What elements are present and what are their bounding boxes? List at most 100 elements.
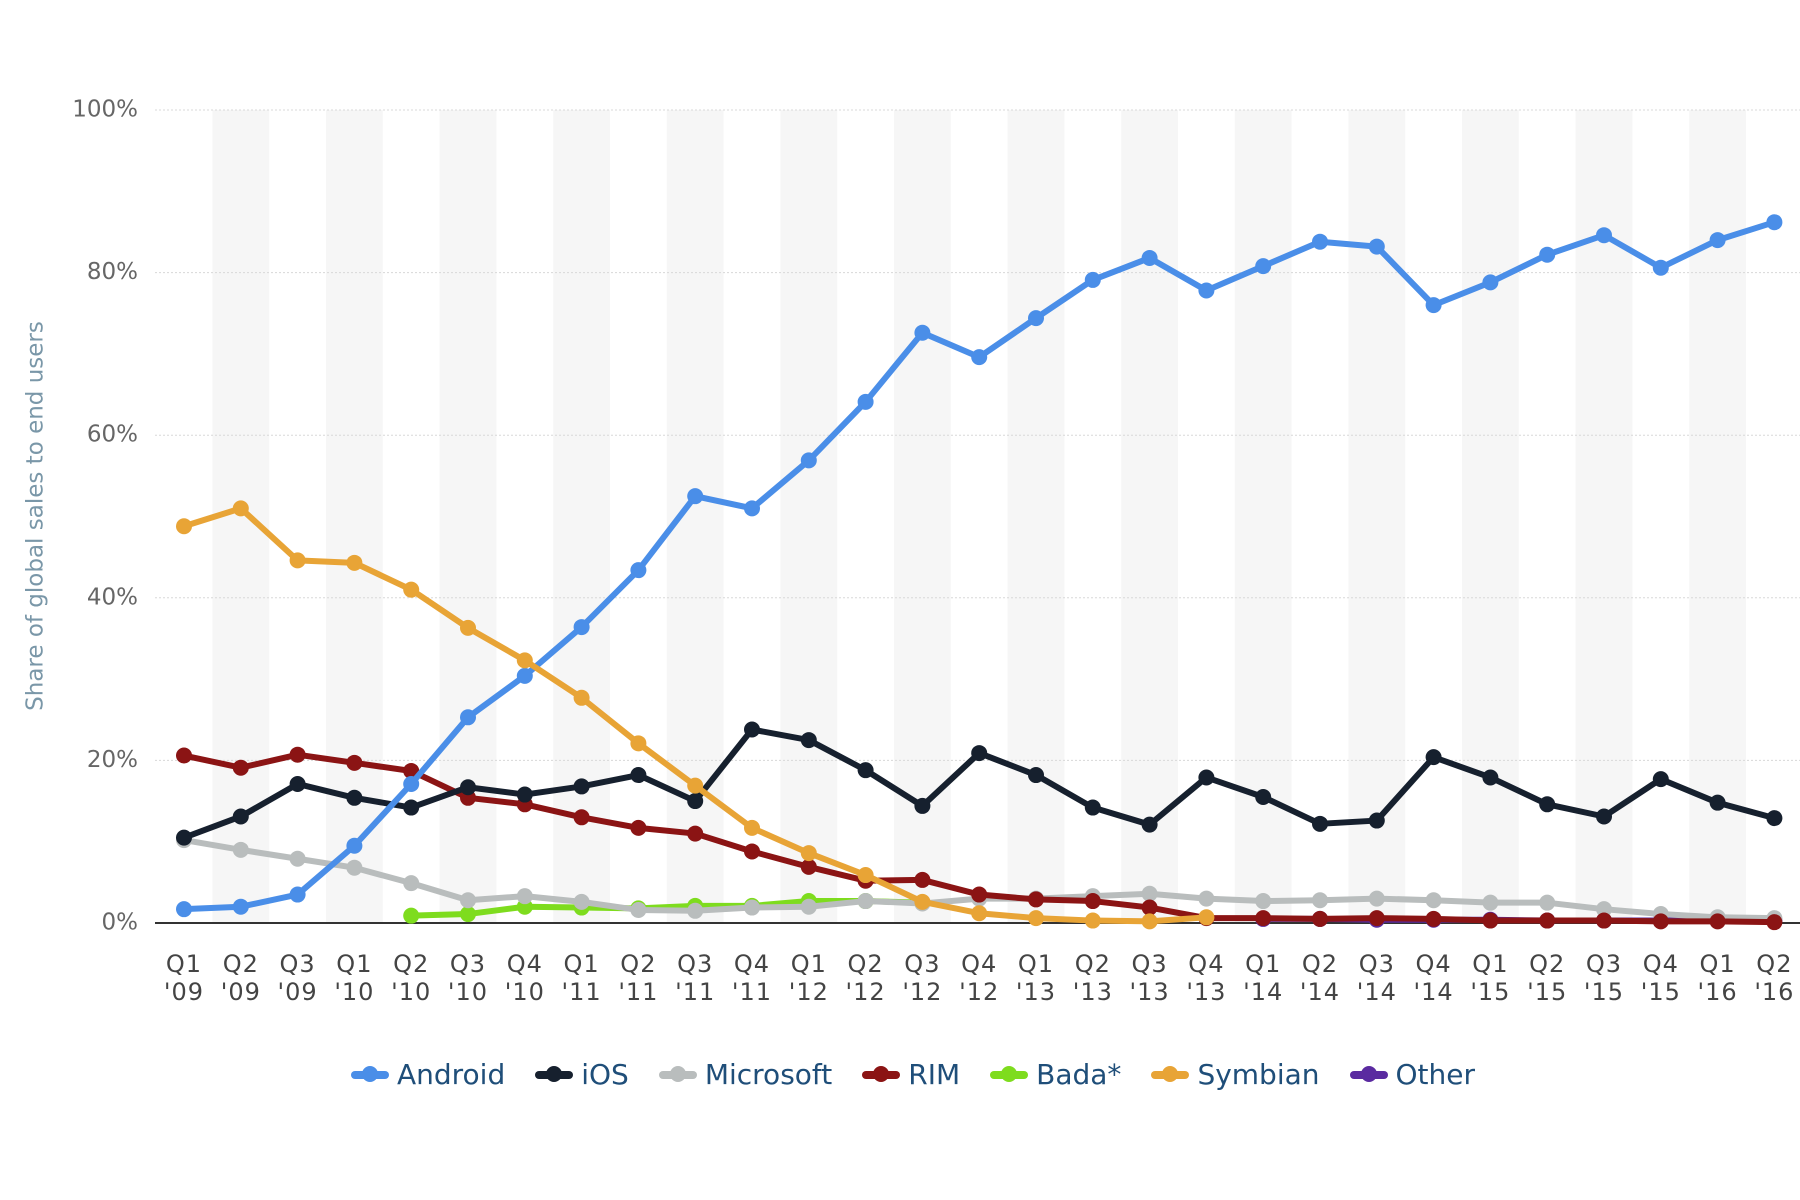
x-tick-label: Q4 '15 [1640,950,1681,1006]
marker [1425,910,1442,927]
marker [857,393,874,410]
marker [687,825,704,842]
marker [573,809,590,826]
x-tick-label: Q1 '16 [1697,950,1738,1006]
legend-item[interactable]: Android [350,1058,505,1091]
x-tick-label: Q4 '14 [1413,950,1454,1006]
marker [1368,890,1385,907]
marker [1084,271,1101,288]
marker [1709,913,1726,930]
marker [1084,893,1101,910]
marker [1596,227,1612,244]
x-tick-label: Q3 '14 [1356,950,1397,1006]
legend-label: Microsoft [704,1058,833,1091]
marker [460,892,476,909]
marker [744,819,760,836]
marker [744,500,760,517]
x-tick-label: Q2 '13 [1072,950,1113,1006]
marker [1084,912,1101,929]
marker [971,745,988,762]
legend-label: iOS [581,1058,629,1091]
marker [914,871,931,888]
x-tick-label: Q1 '10 [334,950,375,1006]
legend-swatch [1151,1065,1190,1082]
marker [1596,912,1612,929]
legend-item[interactable]: iOS [535,1058,629,1091]
column-band [1121,110,1178,923]
marker [232,898,249,915]
marker [1539,796,1556,813]
marker [346,859,363,876]
marker [516,786,533,803]
marker [176,518,192,535]
x-tick-label: Q1 '09 [163,950,205,1006]
marker [1198,890,1215,907]
marker [1425,892,1442,909]
legend-item[interactable]: Symbian [1151,1058,1320,1091]
x-tick-label: Q2 '15 [1527,950,1568,1006]
legend-label: RIM [908,1058,961,1091]
column-band [553,110,610,923]
marker [1596,901,1612,918]
x-tick-label: Q4 '11 [731,950,773,1006]
marker [971,905,988,922]
marker [914,797,931,814]
marker [1766,214,1783,231]
x-tick-label: Q3 '12 [902,950,943,1006]
marker [232,759,249,776]
marker [1482,912,1499,929]
marker [744,721,760,738]
marker [573,778,590,795]
marker [1368,238,1385,255]
legend: Android iOS Microsoft RIM Bada* Symbian Other [0,1058,1800,1091]
legend-label: Other [1395,1058,1476,1091]
legend-item[interactable]: Microsoft [658,1058,833,1091]
marker [1141,885,1158,902]
legend-item[interactable]: RIM [862,1058,960,1091]
marker [176,829,192,846]
x-tick-label: Q2 '11 [618,950,659,1006]
marker [346,789,363,806]
marker [1766,810,1783,827]
marker [630,901,647,918]
x-tick-label: Q2 '14 [1299,950,1341,1006]
series [176,721,1783,846]
marker [800,732,817,749]
column-band [780,110,838,923]
marker [1766,914,1783,931]
marker [914,893,931,910]
marker [1141,816,1158,833]
marker [289,775,306,792]
marker [1028,310,1044,327]
x-tick-label: Q2 '09 [220,950,261,1006]
marker [1255,910,1272,927]
x-tick-label: Q1 '15 [1470,950,1511,1006]
legend-label: Symbian [1197,1058,1320,1091]
x-tick-label: Q1 '11 [561,950,602,1006]
legend-item[interactable]: Bada* [990,1058,1121,1091]
marker [1198,769,1215,786]
marker [460,709,476,726]
marker [346,554,363,571]
x-tick-label: Q2 '12 [845,950,886,1006]
marker [1028,891,1044,908]
marker [857,893,874,910]
x-tick-label: Q4 '12 [959,950,1000,1006]
marker [630,819,647,836]
marker [1312,233,1328,250]
marker [460,619,476,636]
marker [232,808,249,825]
column-band [326,110,383,923]
marker [1198,282,1215,299]
marker [403,581,420,598]
marker [1652,913,1669,930]
x-tick-label: Q2 '10 [391,950,432,1006]
marker [516,652,533,669]
legend-item[interactable]: Other [1349,1058,1476,1091]
marker [403,875,420,892]
x-tick-label: Q3 '15 [1583,950,1625,1006]
series [176,746,1783,931]
x-tick-label: Q2 '16 [1754,950,1795,1006]
